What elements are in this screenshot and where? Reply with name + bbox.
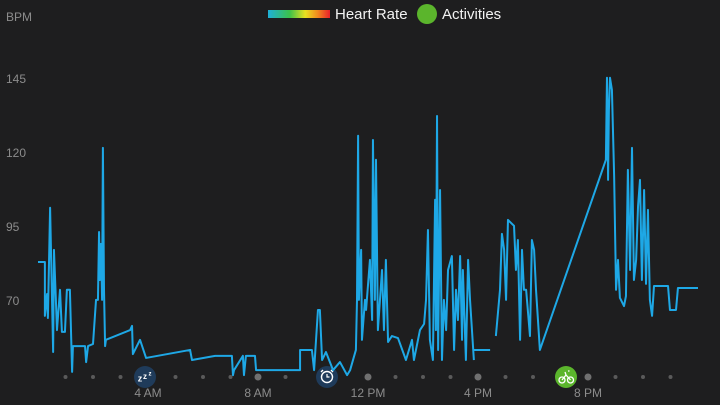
- hour-dot: [283, 375, 288, 379]
- bike-wheel: [558, 376, 566, 384]
- hour-dot: [448, 375, 453, 379]
- hour-dot: [421, 375, 425, 379]
- x-tick-label: 8 PM: [574, 386, 602, 400]
- hour-dot: [393, 375, 398, 379]
- y-tick-label: 70: [6, 294, 20, 308]
- legend: Heart Rate Activities: [268, 4, 501, 24]
- hour-dot: [531, 375, 535, 379]
- hour-dot: [641, 375, 645, 379]
- hour-dot: [228, 375, 233, 379]
- y-axis-label: BPM: [6, 10, 32, 24]
- heart-rate-line: [38, 76, 698, 377]
- legend-swatch: [268, 10, 330, 18]
- legend-swatch: [417, 4, 437, 24]
- alarm-icon: [316, 366, 338, 388]
- hour-dot: [474, 373, 482, 381]
- y-tick-label: 120: [6, 146, 26, 160]
- activity-circle: [555, 366, 577, 388]
- legend-label: Activities: [442, 6, 501, 23]
- bike-frame: [561, 370, 571, 381]
- hour-dot: [118, 375, 123, 379]
- hour-dot: [584, 373, 592, 381]
- hour-dot: [613, 375, 618, 379]
- svg-text:z: z: [143, 372, 147, 381]
- legend-label: Heart Rate: [335, 6, 408, 23]
- hour-dot: [364, 373, 372, 381]
- hour-dot: [503, 375, 508, 379]
- hour-dot: [91, 375, 95, 379]
- hour-dot: [63, 375, 68, 379]
- y-tick-label: 145: [6, 72, 26, 86]
- y-tick-label: 95: [6, 220, 20, 234]
- x-tick-label: 12 PM: [351, 386, 386, 400]
- x-tick-label: 8 AM: [244, 386, 271, 400]
- sleep-icon: z z z: [134, 366, 156, 388]
- svg-text:z: z: [138, 373, 143, 383]
- x-tick-label: 4 PM: [464, 386, 492, 400]
- hour-dot: [254, 373, 262, 381]
- svg-text:z: z: [149, 372, 152, 378]
- hour-dot: [201, 375, 205, 379]
- x-tick-label: 4 AM: [134, 386, 161, 400]
- hour-dot: [173, 375, 178, 379]
- bike-wheel: [566, 376, 575, 384]
- hour-dot: [668, 375, 673, 379]
- activity-marker: [555, 366, 577, 388]
